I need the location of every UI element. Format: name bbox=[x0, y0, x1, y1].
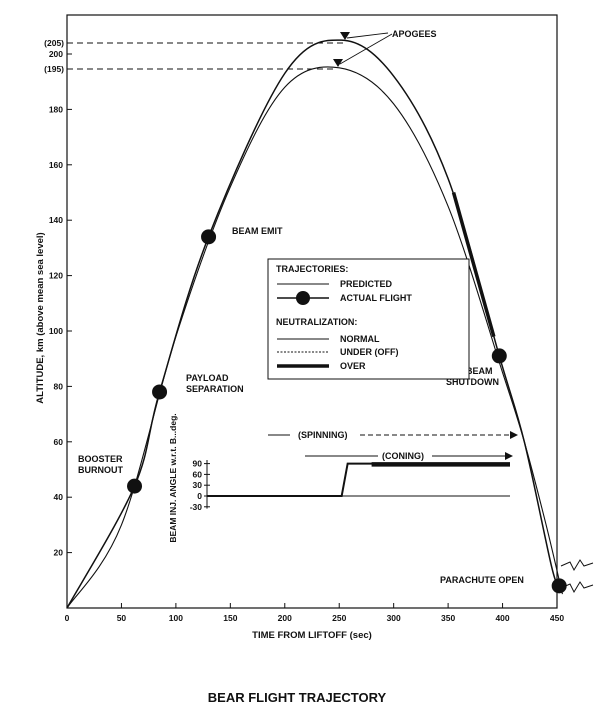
x-tick-label: 0 bbox=[65, 613, 70, 623]
apogee-205-marker bbox=[340, 32, 350, 40]
inset-background bbox=[200, 428, 518, 520]
beam-shutdown-label-2: SHUTDOWN bbox=[446, 377, 499, 387]
curve-break-upper bbox=[560, 559, 594, 572]
legend-normal-label: NORMAL bbox=[340, 334, 380, 344]
parachute-open-label: PARACHUTE OPEN bbox=[440, 575, 524, 585]
x-tick-label: 50 bbox=[117, 613, 127, 623]
beam-shutdown-label: BEAM bbox=[466, 366, 493, 376]
y-tick-label: 60 bbox=[54, 437, 64, 447]
booster-burnout-label: BOOSTER bbox=[78, 454, 123, 464]
legend-actual-label: ACTUAL FLIGHT bbox=[340, 293, 412, 303]
apogee-pointer-2 bbox=[339, 33, 393, 65]
event-marker bbox=[551, 578, 567, 594]
payload-separation-label-2: SEPARATION bbox=[186, 384, 244, 394]
x-tick-label: 350 bbox=[441, 613, 455, 623]
legend-under-label: UNDER (OFF) bbox=[340, 347, 399, 357]
legend: TRAJECTORIES: PREDICTED ACTUAL FLIGHT NE… bbox=[267, 258, 470, 380]
apogee-195-label: (195) bbox=[44, 64, 64, 74]
inset-y-tick-label: 90 bbox=[193, 459, 203, 469]
inset-coning-label: (CONING) bbox=[382, 451, 424, 461]
over-neutralization-segment bbox=[451, 192, 496, 338]
trajectory-curves bbox=[66, 39, 563, 609]
x-tick-label: 100 bbox=[169, 613, 183, 623]
x-tick-label: 250 bbox=[332, 613, 346, 623]
payload-separation-label: PAYLOAD bbox=[186, 373, 229, 383]
y-tick-label: 200 bbox=[49, 49, 63, 59]
apogee-195-marker bbox=[333, 59, 343, 67]
inset-y-tick-label: 0 bbox=[197, 491, 202, 501]
inset-y-title: BEAM INJ. ANGLE w.r.t. B...deg. bbox=[168, 413, 178, 542]
x-tick-label: 400 bbox=[495, 613, 509, 623]
legend-box bbox=[267, 258, 470, 380]
inset-spinning-label: (SPINNING) bbox=[298, 430, 348, 440]
event-marker bbox=[491, 348, 507, 364]
x-tick-label: 200 bbox=[278, 613, 292, 623]
event-marker bbox=[127, 478, 143, 494]
actual-flight-line bbox=[66, 39, 560, 609]
plot-frame bbox=[66, 14, 558, 609]
y-tick-label: 80 bbox=[54, 381, 64, 391]
x-tick-label: 150 bbox=[223, 613, 237, 623]
x-tick-label: 450 bbox=[550, 613, 564, 623]
chart-title: BEAR FLIGHT TRAJECTORY bbox=[208, 690, 387, 705]
y-tick-label: 40 bbox=[54, 492, 64, 502]
apogee-205-label: (205) bbox=[44, 38, 64, 48]
curve-break-lower bbox=[560, 581, 594, 594]
legend-trajectories-title: TRAJECTORIES: bbox=[276, 264, 348, 274]
y-tick-label: 100 bbox=[49, 326, 63, 336]
apogee-pointer-1 bbox=[346, 32, 389, 39]
inset-y-tick-label: 30 bbox=[193, 480, 203, 490]
inset-spinning-arrowhead bbox=[510, 431, 518, 439]
apogee-annotations: APOGEES (205) (195) bbox=[44, 29, 436, 74]
booster-burnout-label-2: BURNOUT bbox=[78, 465, 123, 475]
event-marker bbox=[201, 229, 217, 245]
event-marker bbox=[152, 384, 168, 400]
y-tick-label: 20 bbox=[54, 548, 64, 558]
y-tick-label: 120 bbox=[49, 271, 63, 281]
inset-coning-arrowhead bbox=[505, 452, 513, 460]
x-axis-title: TIME FROM LIFTOFF (sec) bbox=[252, 630, 372, 641]
legend-neutralization-title: NEUTRALIZATION: bbox=[276, 317, 357, 327]
inset-y-tick-label: 60 bbox=[193, 469, 203, 479]
x-tick-label: 300 bbox=[387, 613, 401, 623]
y-tick-label: 140 bbox=[49, 215, 63, 225]
beam-emit-label: BEAM EMIT bbox=[232, 226, 283, 236]
inset-chart: BEAM INJ. ANGLE w.r.t. B...deg. 9060300-… bbox=[168, 413, 518, 543]
apogee-label: APOGEES bbox=[392, 29, 437, 39]
inset-y-tick-label: -30 bbox=[190, 502, 203, 512]
event-labels: BOOSTER BURNOUT PAYLOAD SEPARATION BEAM … bbox=[78, 226, 524, 585]
y-axis-title: ALTITUDE, km (above mean sea level) bbox=[35, 232, 46, 403]
y-tick-label: 180 bbox=[49, 104, 63, 114]
legend-over-label: OVER bbox=[340, 361, 366, 371]
legend-predicted-label: PREDICTED bbox=[340, 279, 393, 289]
event-markers bbox=[127, 229, 567, 594]
y-tick-label: 160 bbox=[49, 160, 63, 170]
legend-actual-marker bbox=[296, 291, 310, 305]
axis-ticks: 0 50 100 150 200 250 300 350 400 4502040608010012… bbox=[49, 49, 565, 623]
